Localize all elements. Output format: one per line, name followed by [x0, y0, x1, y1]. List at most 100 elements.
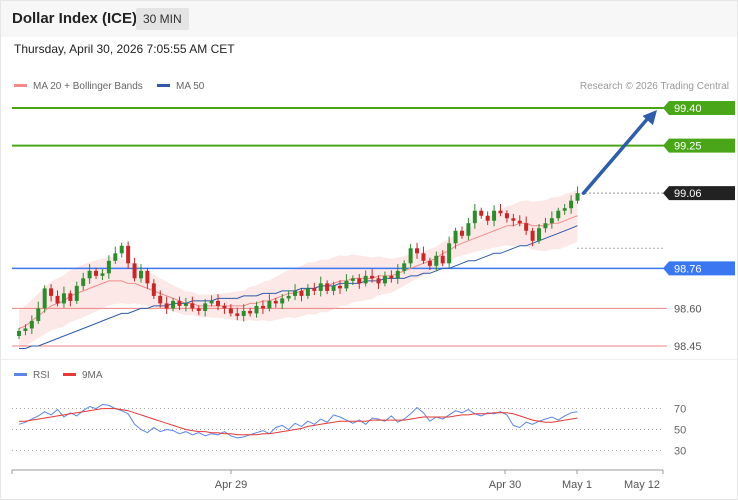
price-level-layer	[12, 107, 667, 347]
candle-body	[395, 270, 400, 279]
candle-body	[370, 275, 375, 279]
candle-body	[312, 288, 317, 291]
candle-body	[55, 295, 60, 304]
candle-body	[472, 210, 477, 224]
rsi-ma-line	[19, 408, 578, 436]
price-tag-98.60: 98.60	[674, 303, 702, 315]
bollinger-band	[19, 189, 578, 348]
candle-body	[241, 310, 246, 316]
candle-body	[382, 275, 387, 284]
candle-body	[190, 303, 195, 309]
candle-body	[81, 278, 86, 286]
candle-body	[459, 230, 464, 236]
legend-ma20: MA 20 + Bollinger Bands	[14, 81, 143, 92]
legend-ma20-label: MA 20 + Bollinger Bands	[33, 81, 143, 92]
candle-body	[209, 300, 214, 304]
candle-body	[145, 270, 150, 284]
candle-body	[61, 293, 66, 304]
time-label-apr-30: Apr 30	[489, 479, 521, 491]
candle-body	[29, 320, 34, 329]
candle-body	[344, 280, 349, 289]
candle-body	[357, 278, 362, 284]
candle-body	[440, 255, 445, 264]
rsi-layer: 70 50 30	[12, 404, 686, 458]
candle-body	[318, 283, 323, 291]
candle-body	[171, 300, 176, 309]
instrument-title: Dollar Index (ICE)	[12, 10, 138, 27]
panel-divider	[1, 359, 737, 360]
candle-body	[434, 255, 439, 266]
candle-body	[363, 275, 368, 284]
candle-body	[305, 288, 310, 296]
rsi-tick-50: 50	[674, 425, 686, 437]
candle-body	[260, 305, 265, 309]
legend-ma50: MA 50	[157, 81, 204, 92]
candle-body	[575, 193, 580, 201]
candle-body	[453, 230, 458, 244]
legend-ma20-swatch	[14, 83, 27, 87]
candle-body	[100, 273, 105, 276]
candle-body	[421, 253, 426, 261]
legend-rsi-label: RSI	[33, 370, 50, 381]
candle-body	[74, 285, 79, 301]
candle-body	[331, 285, 336, 291]
price-tag-99.25: 99.25	[674, 141, 702, 153]
price-tag-bg-99.06	[663, 186, 735, 201]
price-tag-99.06: 99.06	[674, 188, 702, 200]
candle-body	[569, 200, 574, 209]
legend-ma50-swatch	[157, 83, 170, 87]
legend-rsi-ma: 9MA	[63, 370, 103, 381]
candle-body	[158, 295, 163, 304]
price-tag-bg-98.76	[663, 261, 735, 276]
candle-body	[415, 248, 420, 254]
legend-ma50-label: MA 50	[176, 81, 205, 92]
candle-body	[248, 310, 253, 314]
candle-body	[106, 260, 111, 274]
candle-body	[537, 228, 542, 241]
ma20-line	[18, 215, 578, 329]
legend-rsi-ma-swatch	[63, 372, 76, 376]
rsi-tick-70: 70	[674, 404, 686, 416]
time-label-may-12: May 12	[624, 479, 660, 491]
candle-body	[36, 308, 41, 321]
candle-body	[511, 218, 516, 221]
candle-body	[517, 220, 522, 224]
legend-rsi-ma-label: 9MA	[82, 370, 103, 381]
candle-body	[42, 288, 47, 309]
time-axis-layer: Apr 29 Apr 30 May 1 May 12	[11, 469, 664, 491]
legend-rsi-swatch	[14, 372, 27, 376]
price-tag-98.76: 98.76	[674, 263, 702, 275]
candle-body	[402, 263, 407, 271]
forecast-arrow-shaft	[581, 115, 651, 195]
candle-body	[94, 270, 99, 276]
candle-body	[504, 213, 509, 219]
rsi-line	[18, 403, 578, 439]
candle-body	[87, 270, 92, 279]
timeframe-badge[interactable]: 30 MIN	[136, 8, 189, 30]
candle-body	[164, 303, 169, 309]
candle-body	[338, 285, 342, 289]
candle-body	[427, 260, 432, 266]
candle-body	[376, 278, 381, 284]
candle-body	[293, 290, 298, 296]
candle-body	[530, 230, 535, 241]
candle-body	[216, 300, 221, 306]
ma50-line	[19, 225, 578, 349]
candle-body	[466, 223, 471, 236]
candle-body	[119, 245, 124, 254]
candle-body	[196, 308, 201, 311]
candle-body	[138, 270, 143, 279]
time-label-apr-29: Apr 29	[215, 479, 247, 491]
candle-body	[17, 330, 21, 336]
candle-body	[23, 328, 28, 331]
candle-body	[408, 248, 413, 264]
candlestick-layer	[17, 186, 580, 339]
candle-body	[183, 303, 188, 306]
candle-body	[228, 308, 233, 314]
candle-body	[280, 298, 285, 304]
candle-body	[235, 313, 240, 316]
price-tag-bg-99.25	[663, 138, 735, 153]
candle-body	[543, 223, 548, 229]
